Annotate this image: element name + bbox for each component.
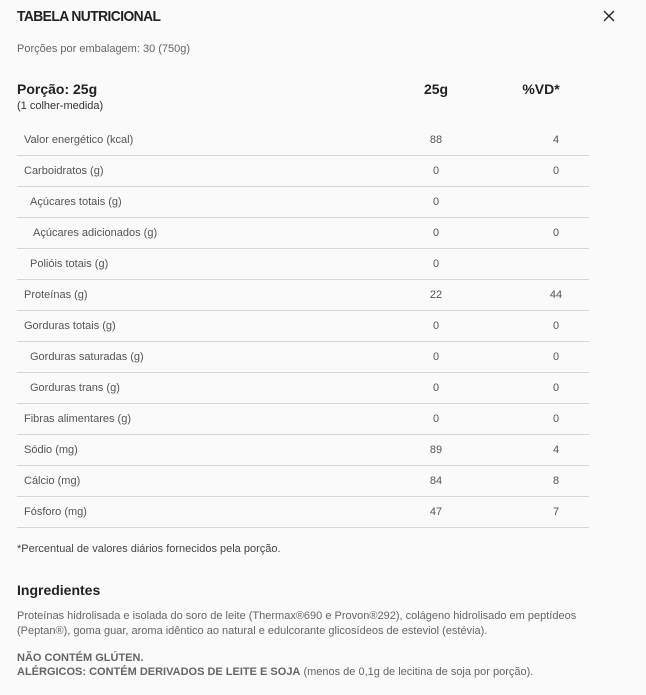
allergens-notice: ALÉRGICOS: CONTÉM DERIVADOS DE LEITE E S…	[17, 666, 533, 678]
nutrient-value: 0	[432, 196, 440, 208]
table-row: Fibras alimentares (g) 0 0	[17, 404, 589, 435]
nutrient-vd: 0	[552, 227, 560, 239]
close-icon[interactable]	[601, 8, 617, 24]
table-row: Gorduras saturadas (g) 0 0	[17, 342, 589, 373]
portion-label: Porção: 25g	[17, 81, 98, 97]
nutrient-vd: 4	[552, 134, 560, 146]
servings-per-package: Porções por embalagem: 30 (750g)	[17, 43, 191, 55]
ingredients-text: Proteínas hidrolisada e isolada do soro …	[17, 610, 577, 637]
nutrient-value: 0	[432, 227, 440, 239]
nutrition-table: Valor energético (kcal) 88 4 Carboidratos (…	[17, 125, 589, 528]
nutrient-vd: 4	[552, 444, 560, 456]
table-row: Açúcares adicionados (g) 0 0	[17, 218, 589, 249]
portion-sub: (1 colher-medida)	[17, 100, 104, 112]
allergens-bold: ALÉRGICOS: CONTÉM DERIVADOS DE LEITE E S…	[17, 666, 301, 678]
nutrient-value: 47	[429, 506, 443, 518]
nutrient-label: Fósforo (mg)	[24, 506, 87, 518]
nutrient-label: Polióis totais (g)	[30, 258, 109, 270]
table-row: Gorduras trans (g) 0 0	[17, 373, 589, 404]
nutrient-value: 0	[432, 382, 440, 394]
nutrient-label: Sódio (mg)	[24, 444, 78, 456]
nutrient-vd: 8	[552, 475, 560, 487]
nutrient-label: Gorduras saturadas (g)	[30, 351, 144, 363]
table-row: Gorduras totais (g) 0 0	[17, 311, 589, 342]
nutrient-vd: 7	[552, 506, 560, 518]
table-row: Proteínas (g) 22 44	[17, 280, 589, 311]
nutrient-value: 88	[429, 134, 443, 146]
nutrient-label: Gorduras trans (g)	[30, 382, 120, 394]
nutrient-label: Cálcio (mg)	[24, 475, 81, 487]
nutrient-vd: 0	[552, 165, 560, 177]
nutrient-label: Valor energético (kcal)	[24, 134, 134, 146]
nutrient-value: 0	[432, 413, 440, 425]
nutrient-value: 0	[432, 320, 440, 332]
footnote: *Percentual de valores diários fornecido…	[17, 543, 281, 555]
nutrient-value: 0	[432, 258, 440, 270]
nutrient-vd: 0	[552, 351, 560, 363]
nutrient-vd: 0	[552, 320, 560, 332]
nutrient-label: Carboidratos (g)	[24, 165, 104, 177]
table-row: Carboidratos (g) 0 0	[17, 156, 589, 187]
amount-column-header: 25g	[423, 81, 449, 97]
table-row: Valor energético (kcal) 88 4	[17, 125, 589, 156]
nutrient-vd: 0	[552, 382, 560, 394]
nutrient-label: Açúcares adicionados (g)	[33, 227, 158, 239]
nutrient-value: 89	[429, 444, 443, 456]
nutrient-label: Gorduras totais (g)	[24, 320, 116, 332]
vd-column-header: %VD*	[522, 81, 560, 97]
nutrient-vd: 44	[549, 289, 563, 301]
nutrient-value: 0	[432, 165, 440, 177]
table-row: Fósforo (mg) 47 7	[17, 497, 589, 528]
nutrient-label: Açúcares totais (g)	[30, 196, 122, 208]
page-title: TABELA NUTRICIONAL	[17, 8, 161, 25]
table-row: Cálcio (mg) 84 8	[17, 466, 589, 497]
table-row: Açúcares totais (g) 0	[17, 187, 589, 218]
gluten-notice: NÃO CONTÉM GLÚTEN.	[17, 652, 144, 664]
ingredients-title: Ingredientes	[17, 582, 101, 598]
nutrient-value: 0	[432, 351, 440, 363]
allergens-detail: (menos de 0,1g de lecitina de soja por p…	[300, 666, 534, 678]
nutrient-vd: 0	[552, 413, 560, 425]
nutrient-value: 22	[429, 289, 443, 301]
nutrient-value: 84	[429, 475, 443, 487]
table-row: Sódio (mg) 89 4	[17, 435, 589, 466]
nutrient-label: Proteínas (g)	[24, 289, 88, 301]
table-row: Polióis totais (g) 0	[17, 249, 589, 280]
nutrient-label: Fibras alimentares (g)	[24, 413, 131, 425]
